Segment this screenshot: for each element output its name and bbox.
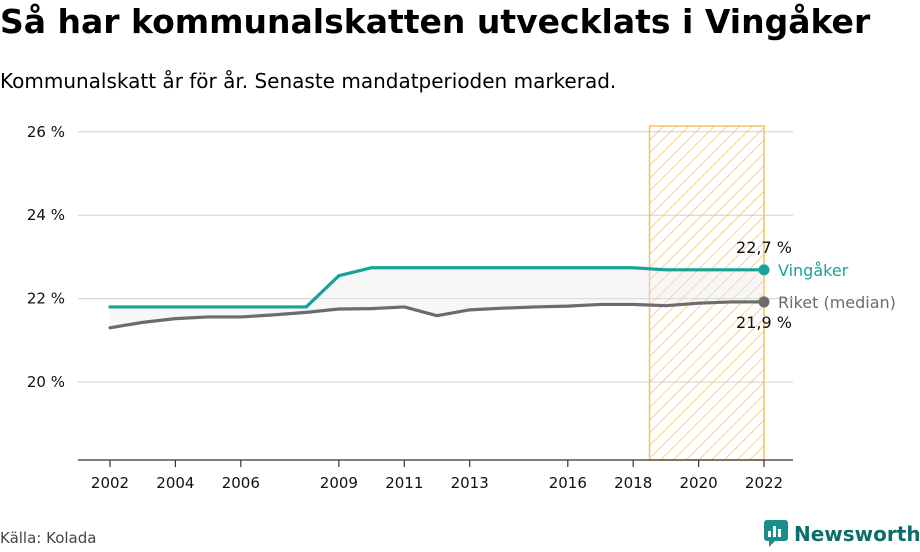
x-axis: 2002 2004 2006 2009 2011 2013 2016 2018 2020 2022 xyxy=(78,459,793,492)
end-point-vingaker xyxy=(758,264,770,276)
brand-logo: Newsworthy xyxy=(764,520,920,548)
mandate-period-highlight xyxy=(648,125,765,461)
series-line-riket xyxy=(108,300,766,330)
brand-name: Newsworthy xyxy=(794,522,920,546)
y-tick-label: 20 % xyxy=(27,373,65,391)
source-note: Källa: Kolada xyxy=(0,529,97,547)
series-name-riket: Riket (median) xyxy=(778,293,896,312)
x-tick-label: 2006 xyxy=(222,474,260,492)
mandate-period-band xyxy=(648,125,765,461)
y-tick-label: 22 % xyxy=(27,290,65,308)
chart-title: Så har kommunalskatten utvecklats i Ving… xyxy=(0,2,871,41)
x-tick-label: 2011 xyxy=(385,474,423,492)
x-tick-label: 2018 xyxy=(614,474,652,492)
series-lines xyxy=(108,266,766,330)
x-tick-label: 2004 xyxy=(156,474,194,492)
x-tick-label: 2020 xyxy=(680,474,718,492)
value-label-vingaker: 22,7 % xyxy=(736,238,792,257)
x-tick-label: 2002 xyxy=(91,474,129,492)
y-tick-label: 26 % xyxy=(27,123,65,141)
series-labels: Vingåker 22,7 % Riket (median)21,9 % xyxy=(736,238,896,332)
x-tick-label: 2016 xyxy=(549,474,587,492)
gap-area xyxy=(110,267,764,328)
series-name-vingaker: Vingåker xyxy=(778,261,849,280)
newsworthy-logo-icon xyxy=(764,520,788,547)
x-tick-label: 2009 xyxy=(320,474,358,492)
y-tick-label: 24 % xyxy=(27,206,65,224)
between-series-fill xyxy=(110,267,764,328)
series-line-vingaker xyxy=(108,266,766,309)
end-point-riket xyxy=(758,296,770,308)
x-tick-label: 2022 xyxy=(745,474,783,492)
x-tick-label: 2013 xyxy=(451,474,489,492)
chart-subtitle: Kommunalskatt år för år. Senaste mandatp… xyxy=(0,69,617,93)
value-label-riket: 21,9 % xyxy=(736,313,792,332)
